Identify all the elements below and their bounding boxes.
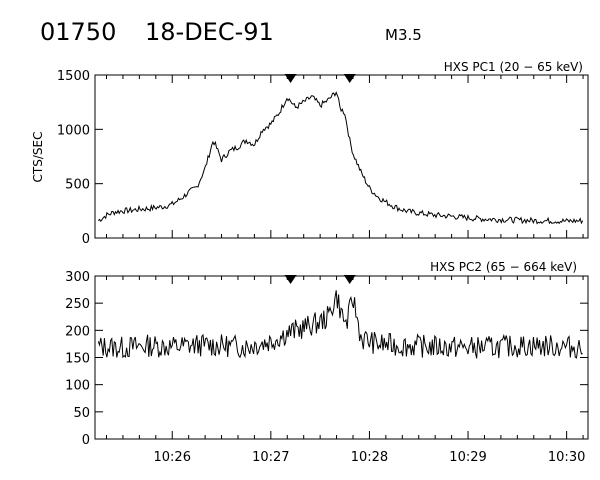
panel-pc2: HXS PC2 (65 − 664 keV) 0 50 100 150 200 250 30…	[65, 260, 589, 465]
y-tick-label-pc1: 500	[65, 178, 90, 193]
plot-frame-pc2	[94, 275, 589, 440]
series-line-pc1	[97, 91, 584, 225]
flare-class: M3.5	[385, 26, 422, 44]
interval-marker-pc2	[343, 275, 356, 284]
y-tick-label-pc1: 1500	[57, 69, 90, 84]
y-tick-label-pc2: 300	[65, 270, 90, 285]
event-id: 01750	[40, 18, 116, 46]
plot-frame-pc1	[94, 74, 589, 239]
y-axis-title: CTS/SEC	[31, 132, 45, 183]
panel-label-pc2: HXS PC2 (65 − 664 keV)	[430, 260, 577, 274]
interval-marker-pc1	[284, 74, 297, 83]
panel-pc1: HXS PC1 (20 − 65 keV) CTS/SEC 0 500 1000 15…	[31, 60, 589, 247]
x-tick-label: 10:27	[252, 450, 289, 465]
x-tick-label: 10:26	[154, 450, 191, 465]
interval-marker-pc2	[284, 275, 297, 284]
panel-label-pc1: HXS PC1 (20 − 65 keV)	[444, 60, 583, 74]
x-tick-label: 10:30	[548, 450, 585, 465]
y-tick-label-pc2: 250	[65, 297, 90, 312]
y-tick-label-pc2: 150	[65, 352, 90, 367]
interval-marker-pc1	[343, 74, 356, 83]
y-tick-label-pc2: 100	[65, 379, 90, 394]
y-tick-label-pc1: 1000	[57, 123, 90, 138]
y-tick-label-pc2: 0	[82, 433, 90, 448]
event-date: 18-DEC-91	[145, 18, 274, 46]
y-tick-label-pc1: 0	[82, 232, 90, 247]
y-tick-label-pc2: 200	[65, 324, 90, 339]
x-tick-label: 10:29	[449, 450, 486, 465]
x-tick-label: 10:28	[351, 450, 388, 465]
series-line-pc2	[97, 290, 583, 359]
y-tick-label-pc2: 50	[73, 406, 90, 421]
